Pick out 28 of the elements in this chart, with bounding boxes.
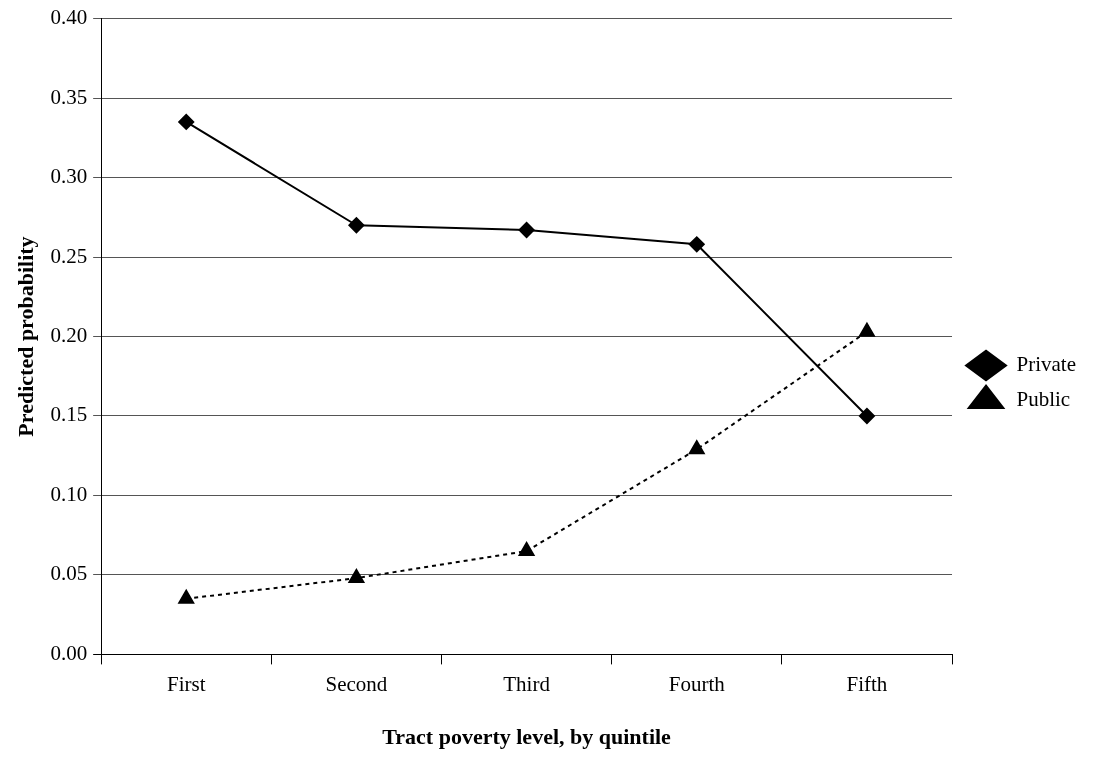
y-tick-label: 0.20 bbox=[50, 323, 88, 348]
y-tick-label: 0.35 bbox=[50, 84, 88, 109]
y-tick-label: 0.15 bbox=[50, 402, 88, 427]
y-axis-title: Predicted probability bbox=[12, 236, 38, 437]
point bbox=[178, 589, 195, 604]
x-tick-label: First bbox=[166, 671, 206, 696]
x-tick-label: Second bbox=[325, 671, 388, 696]
legend-label: Public bbox=[1016, 387, 1071, 412]
point bbox=[859, 322, 875, 337]
point bbox=[178, 113, 195, 130]
point bbox=[518, 222, 535, 238]
x-tick-label: Fourth bbox=[668, 671, 726, 696]
y-tick-label: 0.30 bbox=[50, 164, 88, 189]
point bbox=[688, 236, 705, 253]
y-tick-label: 0.00 bbox=[50, 640, 88, 665]
point bbox=[688, 440, 705, 455]
x-axis-title: Tract poverty level, by quintile bbox=[382, 724, 672, 750]
y-tick-label: 0.40 bbox=[50, 5, 88, 30]
x-tick-label: Third bbox=[503, 671, 551, 696]
point bbox=[348, 217, 365, 234]
x-tick-label: Fifth bbox=[846, 671, 888, 696]
point bbox=[348, 569, 365, 584]
y-tick-label: 0.05 bbox=[50, 561, 88, 586]
y-tick-label: 0.25 bbox=[50, 243, 88, 268]
point bbox=[518, 542, 535, 557]
legend-label: Private bbox=[1016, 352, 1076, 377]
point bbox=[858, 407, 875, 424]
y-tick-label: 0.10 bbox=[50, 481, 88, 506]
